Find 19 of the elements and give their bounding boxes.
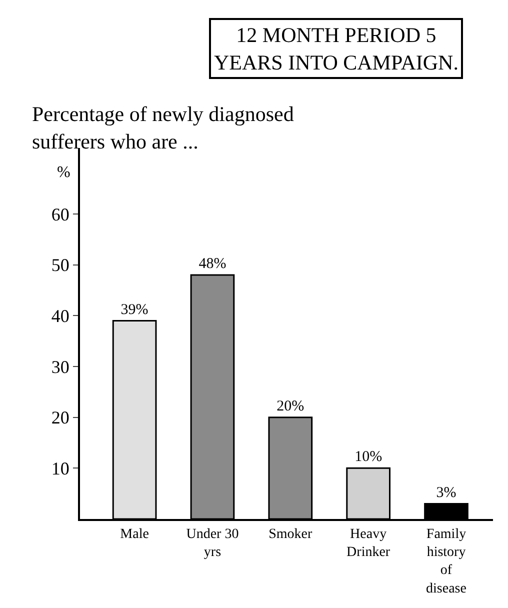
y-tick-label: 50 (51, 255, 70, 276)
data-label: 48% (198, 256, 226, 272)
y-axis-title: % (57, 164, 70, 181)
x-tick-label: Male (120, 526, 149, 542)
x-tick-label: Under 30 yrs (186, 526, 239, 560)
y-tick-label: 20 (51, 408, 70, 428)
x-tick-label: Family history of disease (426, 526, 466, 596)
chart-subtitle: Percentage of newly diagnosed sufferers who are ... (32, 102, 294, 154)
data-label: 39% (120, 302, 148, 318)
chart-title: 12 MONTH PERIOD 5 YEARS INTO CAMPAIGN. (214, 23, 458, 74)
y-tick-label: 40 (51, 306, 70, 326)
y-tick-label: 10 (51, 458, 70, 478)
y-tick-label: 60 (51, 204, 70, 224)
x-tick-label: Smoker (268, 526, 313, 542)
x-tick-label: Heavy Drinker (346, 526, 390, 560)
data-label: 10% (354, 449, 382, 466)
data-label: 3% (436, 484, 456, 501)
data-label: 20% (276, 398, 304, 414)
y-tick-label: 30 (51, 356, 70, 377)
